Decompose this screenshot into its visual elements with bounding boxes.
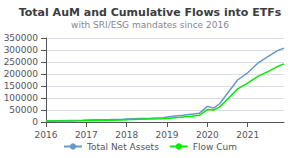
svg-text:Total AuM and Cumulative Flows: Total AuM and Cumulative Flows into ETFs [19,6,282,19]
svg-text:50000: 50000 [9,105,38,115]
svg-text:200000: 200000 [4,69,39,79]
svg-text:2017: 2017 [75,130,98,140]
svg-text:2020: 2020 [196,130,219,140]
svg-text:2019: 2019 [156,130,179,140]
svg-text:2021: 2021 [236,130,259,140]
svg-text:100000: 100000 [4,93,39,103]
svg-text:250000: 250000 [4,57,39,67]
svg-text:0: 0 [32,117,38,127]
svg-text:Total Net Assets: Total Net Assets [86,142,159,152]
svg-text:300000: 300000 [4,45,39,55]
svg-text:2016: 2016 [35,130,58,140]
svg-text:150000: 150000 [4,81,39,91]
svg-text:Flow Cum: Flow Cum [193,142,237,152]
svg-text:2018: 2018 [115,130,138,140]
svg-text:with SRI/ESG mandates since 20: with SRI/ESG mandates since 2016 [71,20,229,30]
svg-text:350000: 350000 [4,33,39,43]
